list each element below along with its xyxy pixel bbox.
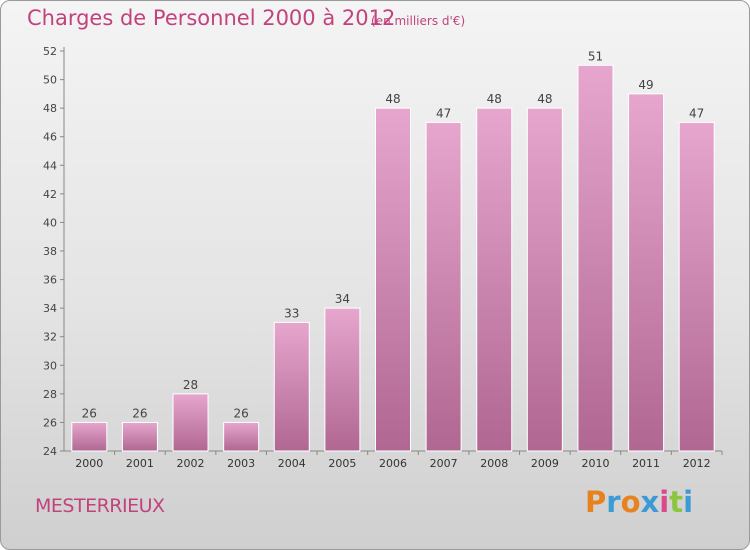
x-tick-label: 2002 [177,457,205,470]
y-tick-label: 42 [43,188,57,201]
y-tick-label: 34 [43,302,57,315]
data-label: 34 [335,292,350,306]
data-label: 28 [183,378,198,392]
data-label: 47 [689,106,704,120]
logo-letter: i [659,485,670,519]
x-tick-label: 2005 [328,457,356,470]
y-tick-label: 30 [43,359,57,372]
data-label: 26 [82,406,97,420]
bar [273,321,310,452]
logo-letter: r [606,485,621,519]
x-tick-label: 2003 [227,457,255,470]
data-label: 48 [487,92,502,106]
x-tick-label: 2001 [126,457,154,470]
x-tick-label: 2004 [278,457,306,470]
logo-letter: i [683,485,694,519]
commune-name: MESTERRIEUX [35,495,165,517]
y-tick-label: 50 [43,74,57,87]
bar [375,107,411,452]
x-tick-label: 2007 [430,457,458,470]
bars-group: 26 26 28 26 33 34 48 47 48 48 51 49 47 [71,49,715,452]
bar [526,107,563,452]
chart-title: Charges de Personnel 2000 à 2012 [27,6,396,30]
logo-letter: x [640,485,660,519]
bar [628,93,665,452]
data-label: 48 [385,92,400,106]
y-tick-label: 28 [43,388,57,401]
bar [476,107,513,452]
y-tick-label: 26 [43,416,57,429]
data-label: 26 [234,406,249,420]
x-tick-label: 2006 [379,457,407,470]
bar [577,64,614,452]
data-label: 33 [284,306,299,320]
x-tick-label: 2000 [75,457,103,470]
bar [223,421,260,452]
proxiti-logo[interactable]: Proxiti [585,485,693,519]
data-label: 51 [588,49,603,63]
x-tick-label: 2009 [531,457,559,470]
y-tick-label: 40 [43,216,57,229]
data-label: 48 [537,92,552,106]
bar [425,121,462,452]
x-tick-label: 2008 [480,457,508,470]
data-label: 47 [436,106,451,120]
y-tick-label: 46 [43,131,57,144]
x-tick-label: 2012 [683,457,711,470]
x-tick-label: 2011 [632,457,660,470]
bar [71,421,108,452]
y-tick-label: 48 [43,102,57,115]
y-tick-label: 36 [43,274,57,287]
y-tick-label: 24 [43,445,57,458]
chart-subtitle: (en milliers d'€) [371,14,466,28]
logo-letter: o [620,485,641,519]
logo-letter: t [669,485,684,519]
y-tick-label: 32 [43,331,57,344]
axes: 24 26 28 30 32 34 36 38 40 42 44 46 48 50 52 2000 2001 20… [43,45,723,470]
logo-letter: P [585,485,607,519]
y-tick-label: 38 [43,245,57,258]
data-label: 26 [132,406,147,420]
bar [172,393,209,452]
y-tick-label: 52 [43,45,57,58]
x-tick-label: 2010 [581,457,609,470]
bar [121,421,158,452]
y-tick-label: 44 [43,159,57,172]
data-label: 49 [638,78,653,92]
bar [324,307,361,452]
bar [678,121,715,452]
